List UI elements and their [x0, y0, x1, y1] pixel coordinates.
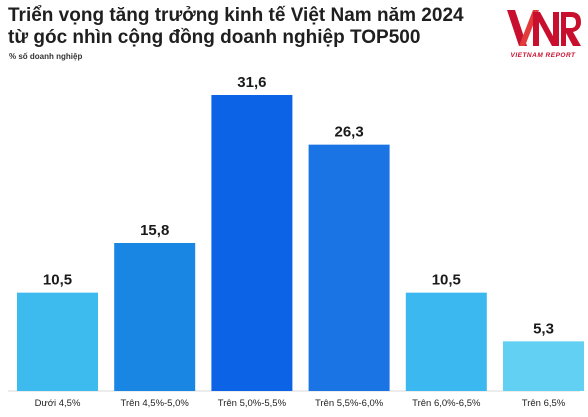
bar-6: [503, 341, 584, 391]
logo-subtitle: VIETNAM REPORT: [510, 52, 576, 59]
chart-title-line2: từ góc nhìn cộng đồng doanh nghiệp TOP50…: [8, 27, 421, 48]
bar-4: [308, 144, 390, 391]
bar-3: [211, 95, 293, 391]
value-label-5: 10,5: [432, 272, 461, 289]
category-label-3: Trên 5,0%-5,5%: [218, 398, 287, 409]
bar-1: [17, 292, 98, 391]
vietnam-report-logo: VIETNAM REPORT: [503, 4, 583, 62]
category-label-4: Trên 5,5%-6,0%: [315, 398, 384, 409]
bar-5: [405, 292, 487, 391]
value-label-4: 26,3: [334, 124, 363, 141]
category-label-5: Trên 6,0%-6,5%: [412, 398, 481, 409]
category-label-6: Trên 6,5%: [522, 398, 566, 409]
category-label-2: Trên 4,5%-5,0%: [121, 398, 190, 409]
value-label-2: 15,8: [140, 222, 169, 239]
category-label-1: Dưới 4,5%: [35, 398, 81, 409]
unit-note: % số doanh nghiệp: [9, 52, 83, 61]
value-label-6: 5,3: [533, 320, 554, 337]
chart-title-line1: Triển vọng tăng trưởng kinh tế Việt Nam …: [8, 5, 464, 26]
bar-2: [114, 243, 196, 391]
value-label-3: 31,6: [237, 74, 266, 91]
value-label-1: 10,5: [43, 272, 72, 289]
vnr-logo-icon: [507, 10, 581, 46]
